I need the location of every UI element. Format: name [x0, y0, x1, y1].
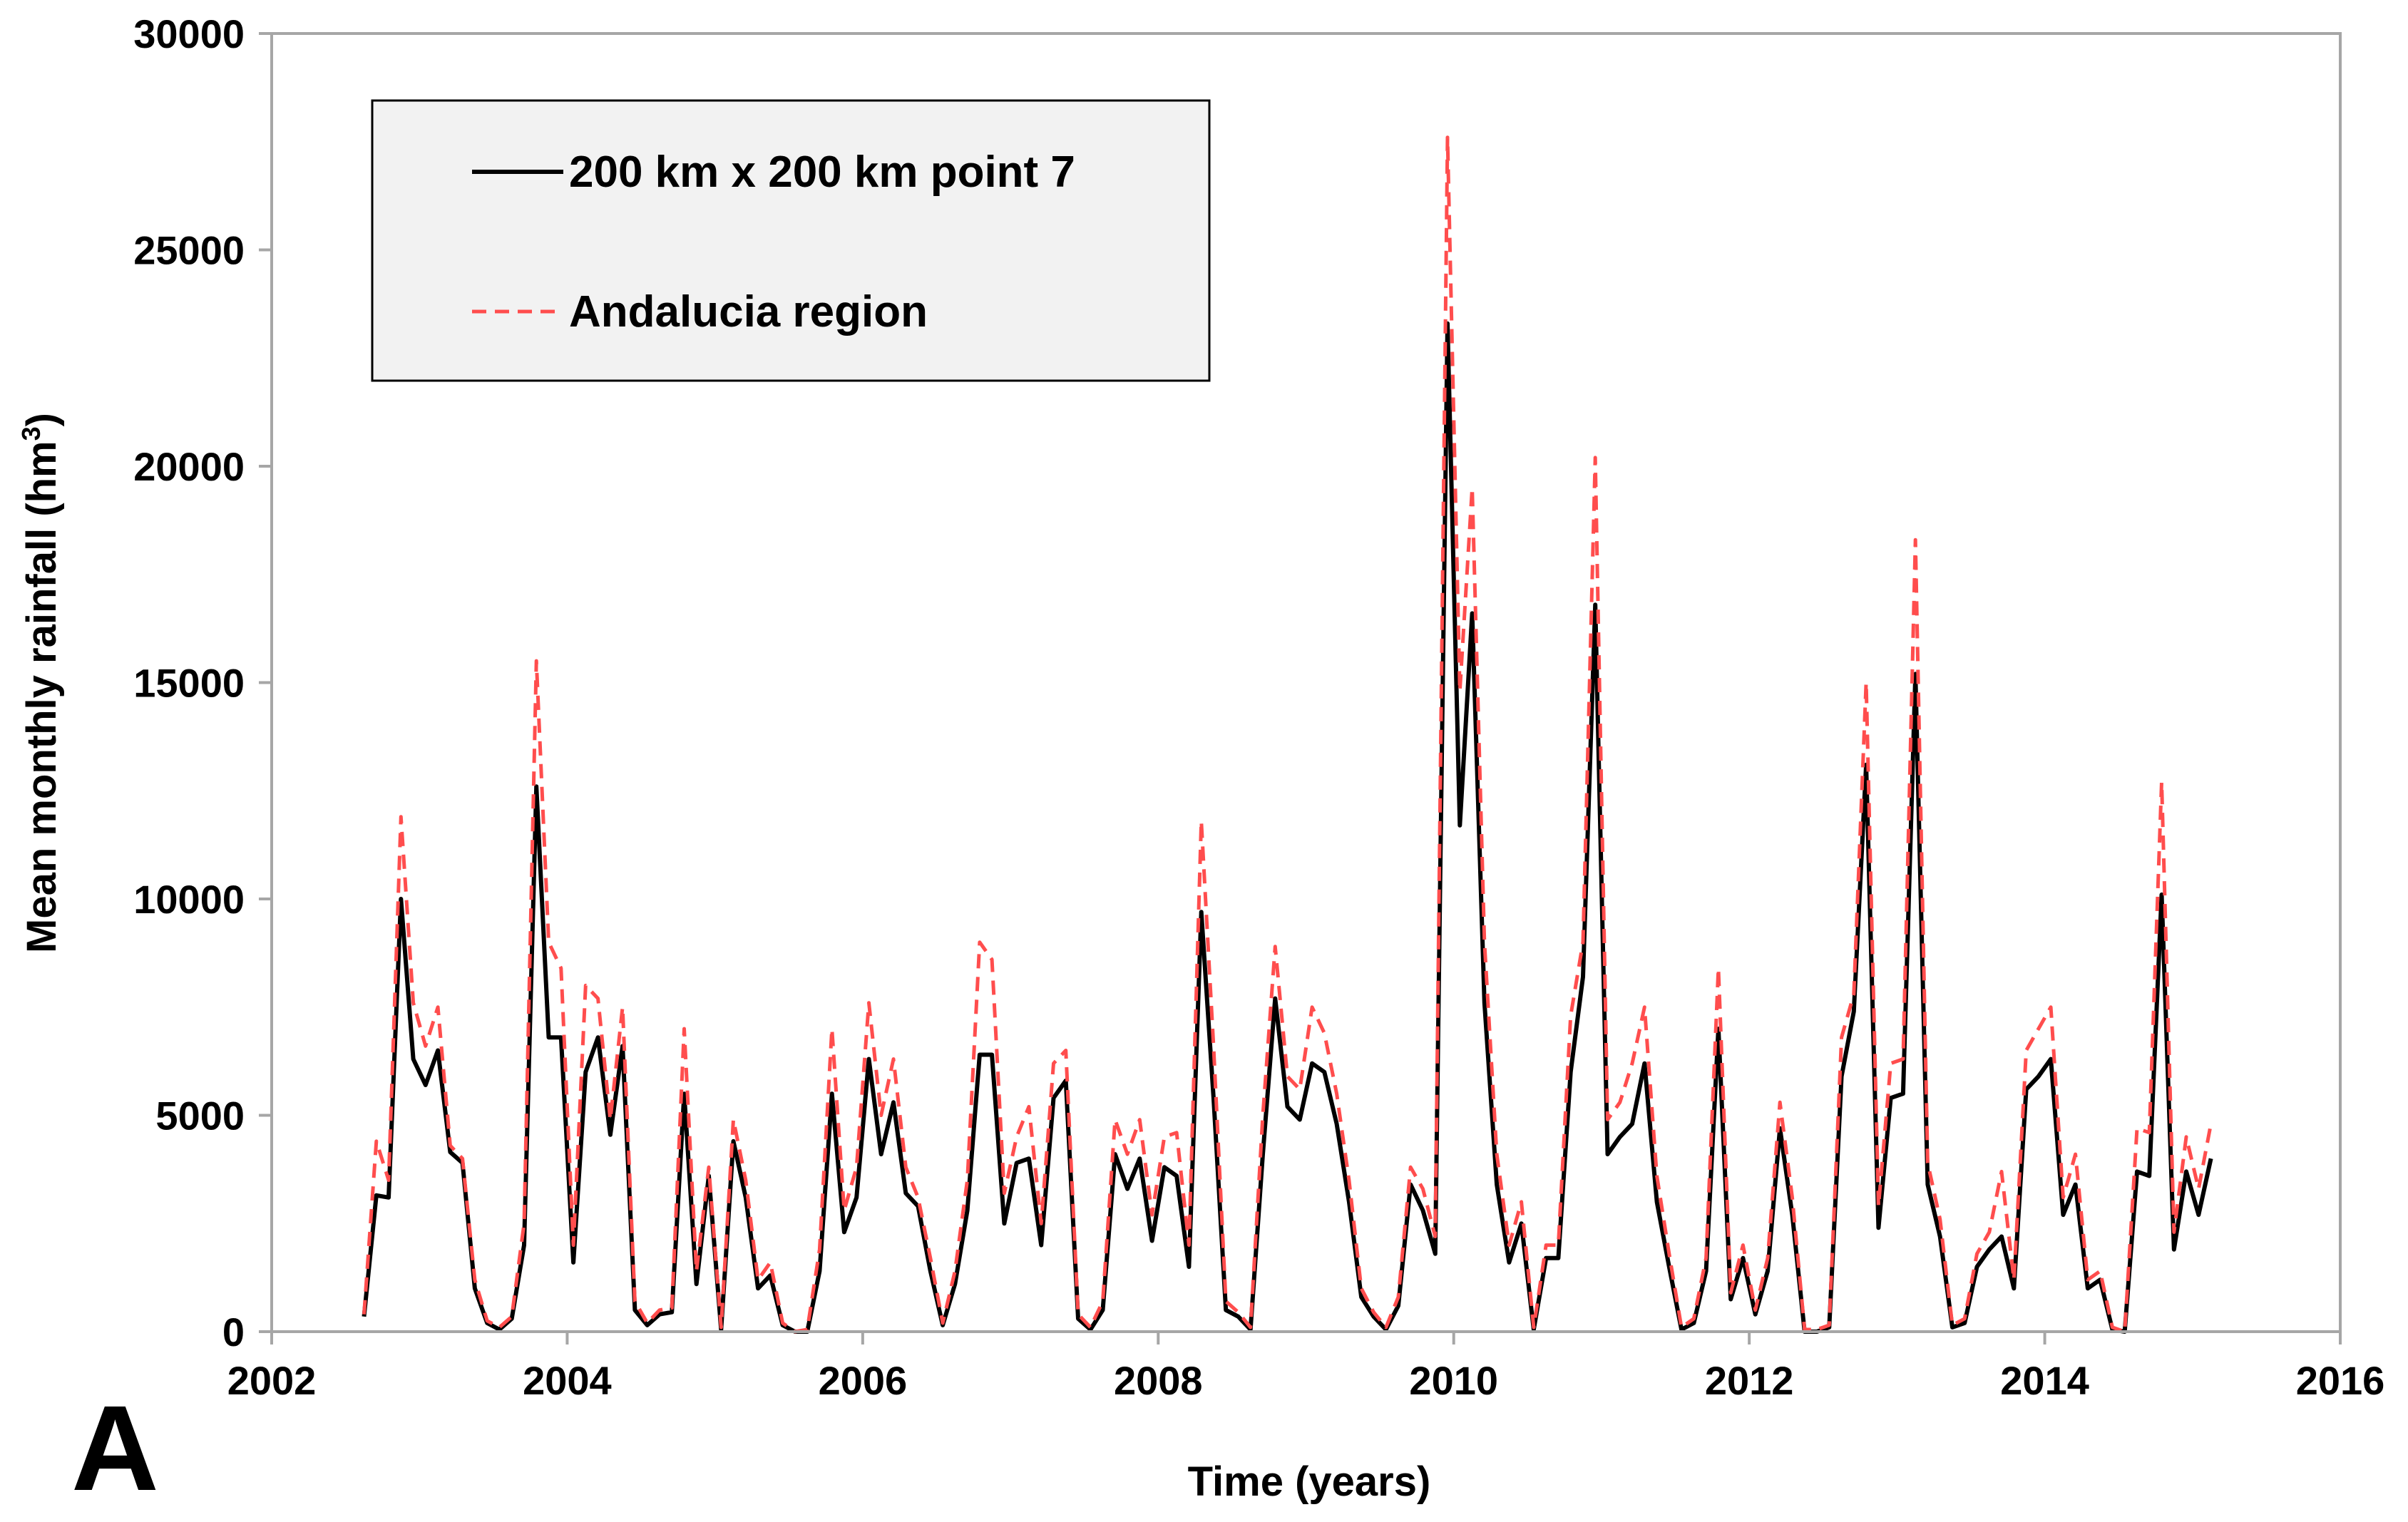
y-tick-label: 15000 — [133, 661, 245, 706]
panel-label: A — [71, 1381, 159, 1516]
y-tick-labels: 0 5000 10000 15000 20000 25000 30000 — [133, 11, 245, 1354]
y-tick-label: 10000 — [133, 877, 245, 922]
series-line-andalucia — [362, 135, 2213, 1334]
x-tick-label: 2012 — [1705, 1358, 1794, 1403]
legend-label-point-7: 200 km x 200 km point 7 — [569, 148, 1075, 197]
axis-ticks — [259, 32, 2342, 1344]
x-tick-label: 2004 — [523, 1358, 612, 1403]
x-tick-label: 2016 — [2296, 1358, 2385, 1403]
legend: 200 km x 200 km point 7 Andalucia region — [371, 99, 1211, 382]
y-tick-label: 30000 — [133, 11, 245, 56]
series-line-point-7 — [362, 321, 2213, 1334]
x-tick-label: 2010 — [1409, 1358, 1498, 1403]
x-tick-label: 2014 — [2000, 1358, 2089, 1403]
x-axis-title: Time (years) — [1188, 1459, 1431, 1505]
plot-frame — [270, 32, 2342, 1333]
x-tick-label: 2008 — [1114, 1358, 1203, 1403]
series-layer — [362, 135, 2213, 1334]
y-axis-title-superscript: 3 — [16, 426, 46, 441]
y-tick-label: 25000 — [133, 228, 245, 273]
y-axis-title: Mean monthly rainfall (hm3) — [16, 413, 65, 953]
y-tick-label: 20000 — [133, 444, 245, 489]
y-axis-title-suffix: ) — [19, 413, 65, 426]
y-tick-label: 5000 — [155, 1094, 245, 1138]
y-tick-label: 0 — [222, 1310, 245, 1354]
legend-label-andalucia: Andalucia region — [569, 287, 928, 336]
x-tick-label: 2006 — [819, 1358, 908, 1403]
y-axis-title-main: Mean monthly rainfall (hm — [19, 441, 65, 953]
x-tick-labels: 2002 2004 2006 2008 2010 2012 2014 2016 — [227, 1358, 2385, 1403]
x-tick-label: 2002 — [227, 1358, 317, 1403]
legend-box — [371, 99, 1211, 382]
